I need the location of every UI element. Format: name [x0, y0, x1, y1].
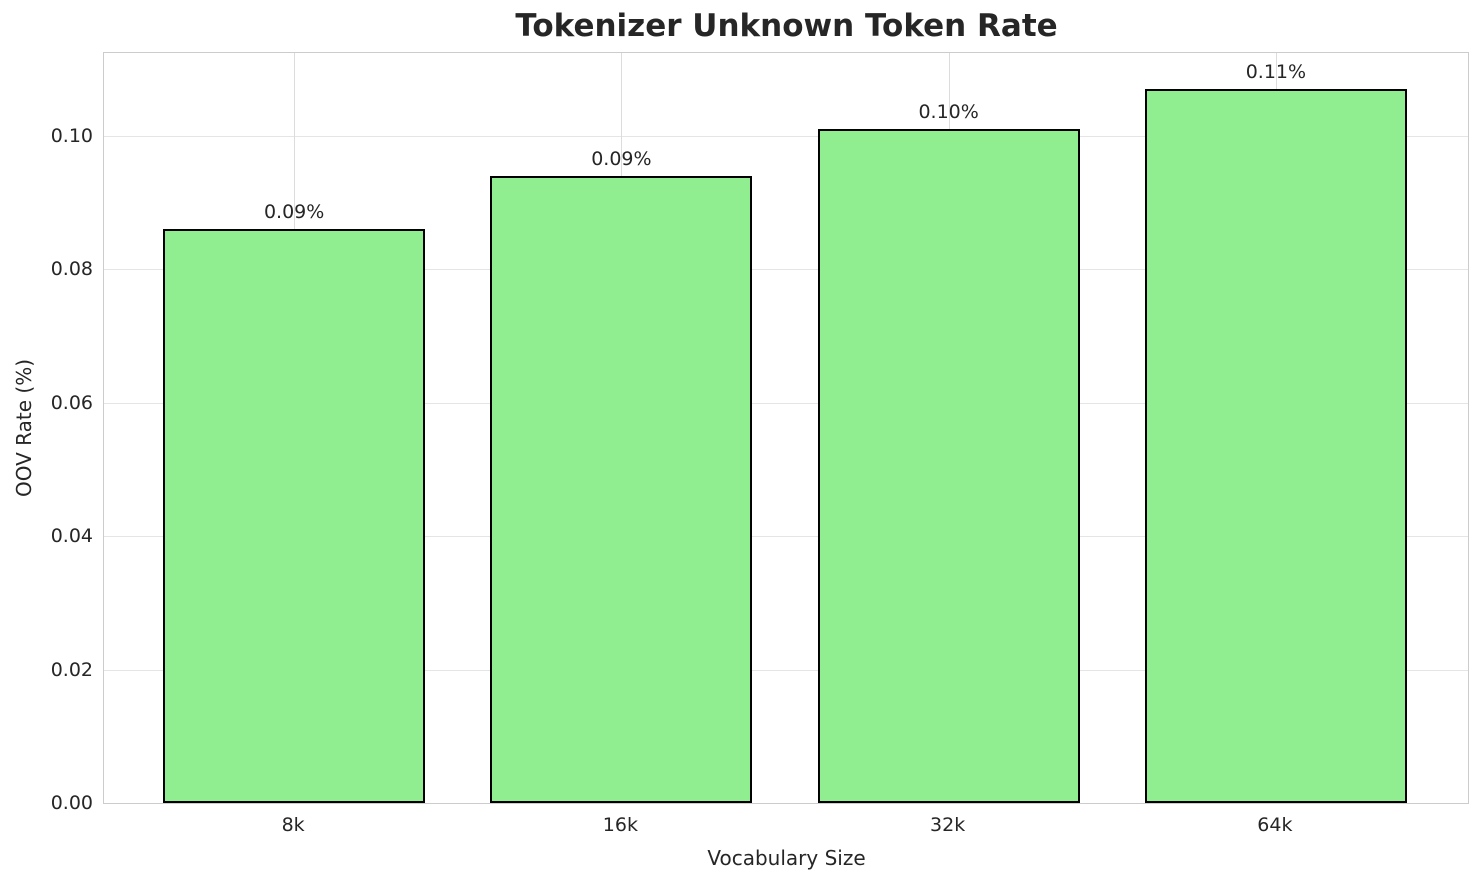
- plot-area: 0.09% 0.09% 0.10% 0.11%: [103, 52, 1469, 804]
- bar-64k: [1144, 89, 1407, 803]
- bar-value-label: 0.11%: [1245, 61, 1307, 84]
- x-tick-label-16k: 16k: [602, 814, 638, 836]
- chart-title: Tokenizer Unknown Token Rate: [515, 8, 1058, 44]
- bar-value-label: 0.10%: [918, 101, 979, 124]
- x-axis-label: Vocabulary Size: [707, 846, 866, 870]
- x-tick-label-64k: 64k: [1257, 814, 1293, 836]
- bar-value-label: 0.09%: [263, 201, 325, 224]
- gridline-horizontal: [104, 536, 1468, 538]
- y-tick-label: 0.02: [50, 658, 93, 681]
- x-tick-label-8k: 8k: [281, 814, 305, 836]
- gridline-horizontal: [104, 669, 1468, 671]
- gridline-horizontal: [104, 402, 1468, 404]
- y-tick-label: 0.06: [50, 391, 93, 414]
- x-tick-label-32k: 32k: [930, 814, 966, 836]
- y-tick-label: 0.04: [50, 525, 93, 548]
- bar-16k: [490, 175, 753, 803]
- gridline-horizontal: [104, 135, 1468, 137]
- y-tick-label: 0.10: [50, 124, 93, 147]
- gridline-horizontal: [104, 269, 1468, 271]
- y-tick-label: 0.00: [50, 792, 93, 814]
- bar-32k: [817, 129, 1080, 803]
- bar-value-label: 0.09%: [591, 147, 652, 170]
- y-axis-label: OOV Rate (%): [12, 359, 36, 497]
- y-tick-label: 0.08: [50, 258, 93, 281]
- bar-8k: [163, 229, 426, 803]
